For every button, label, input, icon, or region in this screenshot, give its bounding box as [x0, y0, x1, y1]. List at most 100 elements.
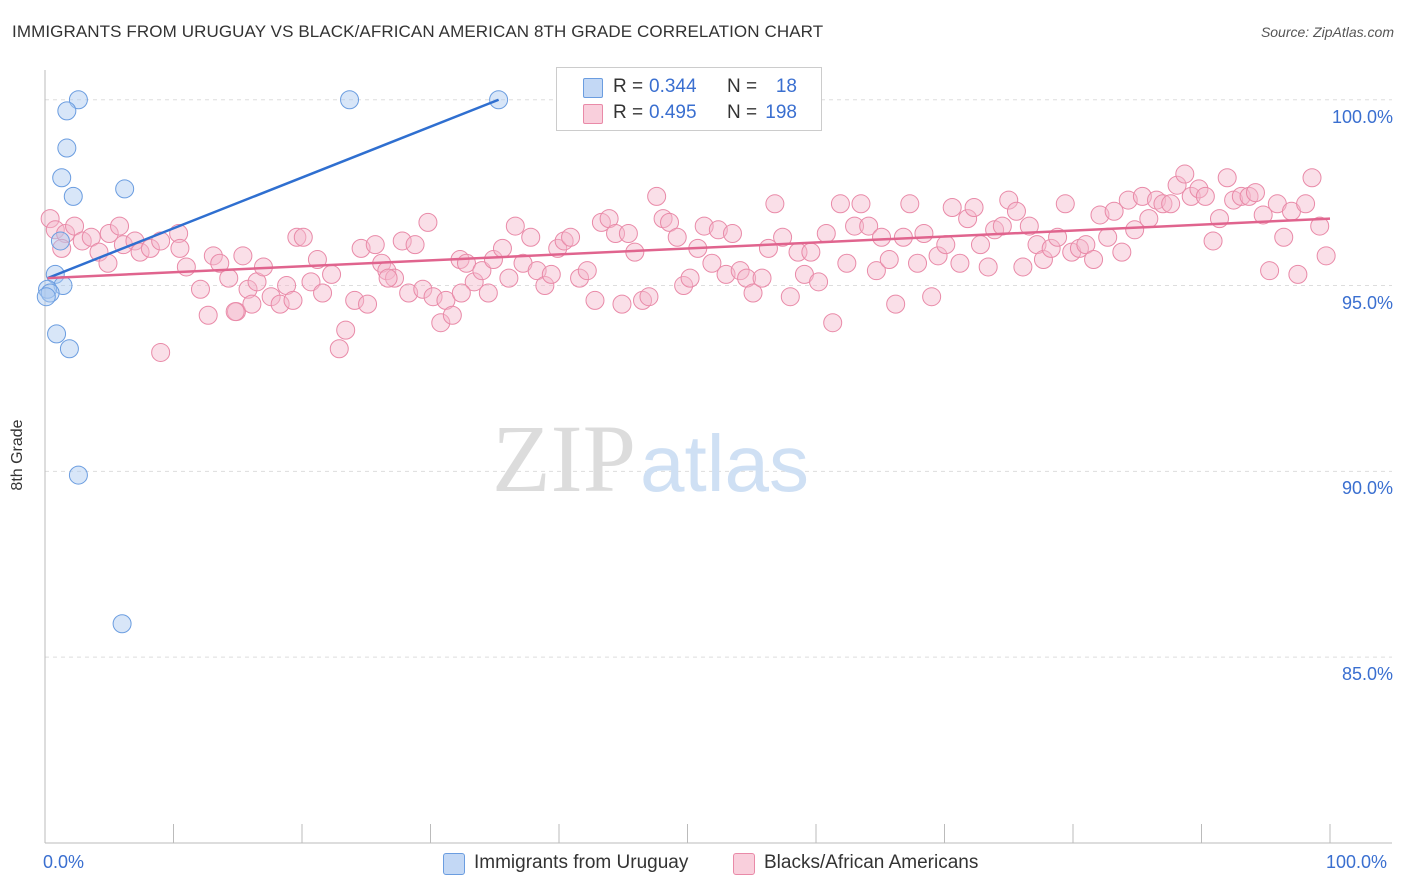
y-axis-label: 8th Grade — [9, 419, 26, 491]
bottom-legend-swatch-uruguay — [443, 853, 465, 875]
data-point — [99, 224, 119, 244]
data-point — [233, 246, 253, 266]
data-point — [970, 235, 990, 255]
data-point — [270, 294, 290, 314]
data-point — [859, 216, 879, 236]
data-point — [914, 224, 934, 244]
data-point — [505, 216, 525, 236]
data-point — [1041, 238, 1061, 258]
data-point — [1033, 250, 1053, 270]
axes — [44, 70, 1392, 844]
data-point — [879, 250, 899, 270]
data-point — [52, 238, 72, 258]
data-point — [210, 253, 230, 273]
data-point — [950, 253, 970, 273]
data-point — [1013, 257, 1033, 277]
data-point — [554, 231, 574, 251]
data-point — [886, 294, 906, 314]
legend-r-label: R = — [613, 76, 644, 97]
y-tick-label: 95.0% — [1341, 292, 1393, 313]
data-point — [1104, 201, 1124, 221]
data-point — [561, 227, 581, 247]
data-point — [667, 227, 687, 247]
data-point — [535, 276, 555, 296]
data-point — [1175, 164, 1195, 184]
data-point — [851, 194, 871, 214]
data-point — [190, 279, 210, 299]
data-point — [548, 238, 568, 258]
y-tick-label: 90.0% — [1341, 478, 1393, 499]
data-point — [313, 283, 333, 303]
data-point — [823, 313, 843, 333]
data-point — [752, 268, 772, 288]
data-point — [68, 90, 88, 110]
series-black — [40, 164, 1336, 362]
data-point — [283, 290, 303, 310]
data-point — [702, 253, 722, 273]
data-point — [451, 283, 471, 303]
data-point — [36, 287, 56, 307]
data-point — [639, 287, 659, 307]
data-point — [340, 90, 360, 110]
legend-r-label: R = — [613, 102, 644, 123]
data-point — [442, 305, 462, 325]
data-point — [293, 227, 313, 247]
data-point — [1069, 238, 1089, 258]
data-point — [57, 101, 77, 121]
data-point — [112, 614, 132, 634]
data-point — [45, 220, 65, 240]
data-point — [81, 227, 101, 247]
data-point — [358, 294, 378, 314]
data-point — [541, 264, 561, 284]
data-point — [958, 209, 978, 229]
data-point — [418, 212, 438, 232]
data-point — [978, 257, 998, 277]
data-point — [242, 294, 262, 314]
data-point — [378, 268, 398, 288]
legend-swatch-black — [583, 104, 603, 124]
data-point — [115, 179, 135, 199]
data-point — [176, 257, 196, 277]
data-point — [730, 261, 750, 281]
data-point — [1274, 227, 1294, 247]
data-point — [922, 287, 942, 307]
data-point — [936, 235, 956, 255]
data-point — [1098, 227, 1118, 247]
data-point — [942, 198, 962, 218]
data-point — [618, 224, 638, 244]
legend-n-label: N = — [727, 102, 758, 123]
data-point — [345, 290, 365, 310]
y-tick-label: 85.0% — [1341, 664, 1393, 685]
trend-layer — [47, 98, 1331, 280]
series-uruguay — [36, 90, 509, 634]
data-point — [830, 194, 850, 214]
data-point — [816, 224, 836, 244]
legend-n-label: N = — [727, 76, 758, 97]
data-point — [1260, 261, 1280, 281]
data-point — [1189, 179, 1209, 199]
data-point — [1090, 205, 1110, 225]
data-point — [1147, 190, 1167, 210]
data-point — [809, 272, 829, 292]
data-point — [63, 186, 83, 206]
data-point — [1139, 209, 1159, 229]
x-tick-label-min: 0.0% — [43, 852, 85, 872]
trend-line-black — [47, 217, 1331, 280]
data-point — [716, 264, 736, 284]
data-point — [1161, 194, 1181, 214]
data-point — [68, 465, 88, 485]
data-point — [130, 242, 150, 262]
data-point — [872, 227, 892, 247]
data-point — [1245, 183, 1265, 203]
data-point — [1231, 186, 1251, 206]
data-point — [385, 268, 405, 288]
data-point — [773, 227, 793, 247]
bottom-legend-label-black: Blacks/African Americans — [764, 852, 979, 873]
legend-swatch-uruguay — [583, 78, 603, 98]
data-point — [780, 287, 800, 307]
data-point — [521, 227, 541, 247]
legend-n-value: 198 — [765, 102, 797, 123]
watermark-zip: ZIP — [492, 405, 636, 512]
data-point — [151, 342, 171, 362]
